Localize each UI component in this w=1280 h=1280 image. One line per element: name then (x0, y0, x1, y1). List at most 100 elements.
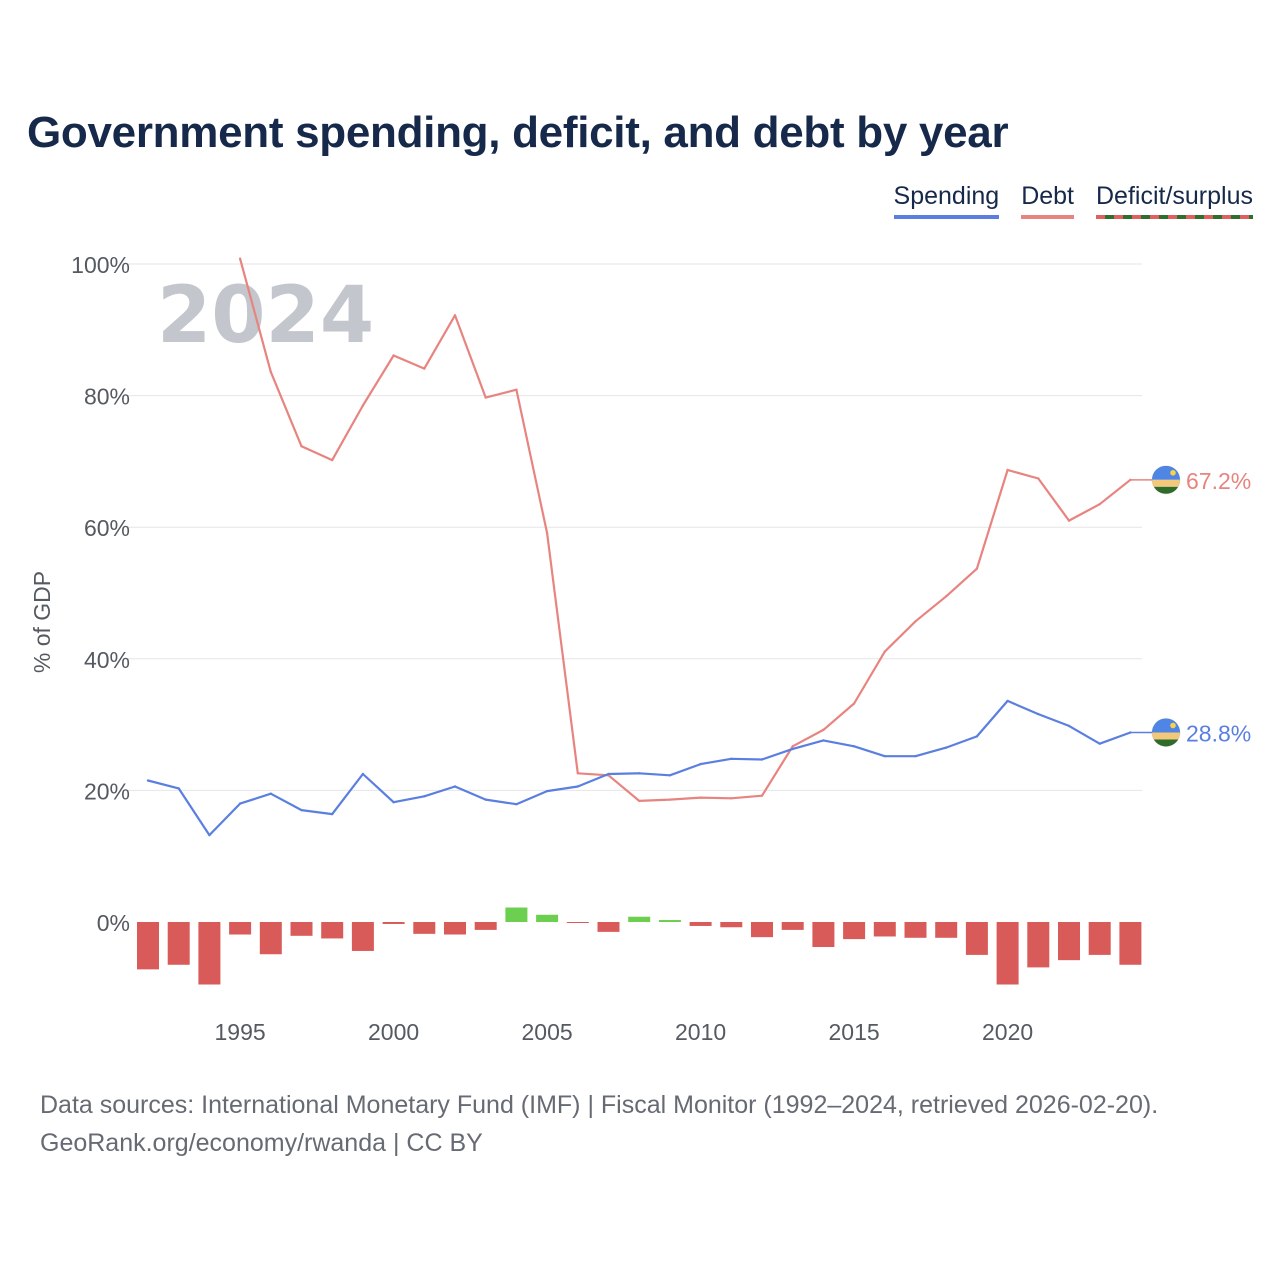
debt-line-point[interactable] (852, 702, 856, 705)
spending-line-point[interactable] (484, 798, 487, 801)
spending-line[interactable] (147, 699, 1131, 837)
deficit-bar[interactable] (751, 922, 773, 938)
debt-line-point[interactable] (945, 595, 948, 598)
spending-line-point[interactable] (177, 787, 180, 790)
debt-line-point[interactable] (392, 354, 395, 357)
deficit-bar[interactable] (720, 922, 743, 928)
x-tick-label: 2000 (368, 1019, 419, 1045)
spending-line-point[interactable] (852, 745, 856, 748)
deficit-bar[interactable] (904, 922, 927, 938)
debt-line-point[interactable] (760, 794, 764, 797)
debt-line-point[interactable] (453, 314, 457, 317)
deficit-bar[interactable] (536, 914, 559, 922)
deficit-bar[interactable] (843, 922, 866, 940)
debt-line-point[interactable] (576, 772, 579, 775)
spending-line-point[interactable] (883, 754, 886, 758)
spending-line-point[interactable] (791, 747, 794, 751)
deficit-bar[interactable] (351, 922, 374, 951)
deficit-bar[interactable] (413, 922, 436, 934)
debt-line-point[interactable] (238, 257, 242, 260)
debt-line-point[interactable] (300, 445, 303, 448)
debt-line-point[interactable] (423, 367, 426, 370)
debt-line-point[interactable] (975, 567, 979, 570)
spending-line-point[interactable] (1006, 699, 1009, 703)
debt-line-point[interactable] (1006, 468, 1009, 472)
spending-line-point[interactable] (638, 772, 641, 775)
spending-line-point[interactable] (1037, 712, 1040, 716)
legend-item-deficit[interactable]: Deficit/surplus (1096, 182, 1253, 219)
deficit-bar[interactable] (812, 922, 835, 948)
deficit-bar[interactable] (137, 922, 159, 970)
spending-line-point[interactable] (331, 812, 334, 816)
spending-line-point[interactable] (668, 774, 672, 777)
debt-line-point[interactable] (730, 797, 733, 800)
deficit-bar[interactable] (873, 922, 896, 937)
deficit-bar[interactable] (444, 922, 466, 935)
spending-line-point[interactable] (730, 757, 733, 761)
debt-line-point[interactable] (822, 728, 825, 732)
deficit-bar[interactable] (290, 922, 313, 936)
spending-line-point[interactable] (1098, 742, 1101, 745)
spending-line-point[interactable] (361, 772, 365, 776)
deficit-bar[interactable] (321, 922, 344, 939)
deficit-bar[interactable] (566, 922, 589, 923)
spending-line-point[interactable] (300, 808, 303, 812)
debt-line-point[interactable] (361, 404, 365, 407)
deficit-bar[interactable] (996, 922, 1019, 985)
spending-line-point[interactable] (269, 792, 272, 795)
spending-line-point[interactable] (208, 833, 211, 837)
legend-item-debt[interactable]: Debt (1021, 182, 1074, 219)
spending-line-point[interactable] (607, 772, 610, 776)
deficit-bar[interactable] (229, 922, 252, 935)
deficit-bar[interactable] (781, 922, 804, 930)
deficit-bar[interactable] (1088, 922, 1111, 955)
spending-line-point[interactable] (576, 785, 579, 788)
debt-line-point[interactable] (331, 458, 334, 462)
spending-line-point[interactable] (453, 785, 457, 788)
source-link[interactable]: GeoRank.org/economy/rwanda | CC BY (40, 1129, 483, 1157)
deficit-bar[interactable] (597, 922, 620, 932)
debt-line-point[interactable] (269, 370, 272, 374)
debt-line-point[interactable] (914, 620, 917, 623)
deficit-bar[interactable] (198, 922, 221, 985)
spending-line-point[interactable] (822, 739, 825, 742)
deficit-bar[interactable] (1058, 922, 1080, 961)
deficit-bar[interactable] (259, 922, 282, 955)
deficit-bar[interactable] (167, 922, 190, 965)
spending-line-point[interactable] (423, 795, 426, 798)
deficit-bar[interactable] (658, 920, 681, 922)
deficit-bar[interactable] (474, 922, 497, 930)
spending-line-point[interactable] (945, 746, 948, 749)
deficit-bar[interactable] (505, 907, 528, 922)
debt-line-point[interactable] (699, 796, 702, 799)
deficit-bar[interactable] (689, 922, 712, 926)
spending-line-point[interactable] (914, 754, 917, 758)
debt-line-point[interactable] (1037, 477, 1040, 480)
debt-line-point[interactable] (1098, 502, 1101, 506)
debt-line-point[interactable] (484, 396, 487, 399)
spending-line-point[interactable] (545, 789, 549, 793)
legend-item-spending[interactable]: Spending (893, 182, 1000, 219)
deficit-bar[interactable] (935, 922, 958, 938)
debt-line-point[interactable] (668, 798, 672, 801)
deficit-bar[interactable] (1119, 922, 1142, 965)
deficit-bar[interactable] (382, 922, 405, 924)
spending-line-point[interactable] (760, 758, 764, 761)
deficit-bar[interactable] (1027, 922, 1050, 968)
spending-line-point[interactable] (975, 735, 979, 738)
spending-line-point[interactable] (392, 801, 395, 804)
spending-line-point[interactable] (146, 779, 150, 782)
deficit-bar[interactable] (628, 916, 651, 922)
spending-line-point[interactable] (1067, 724, 1071, 728)
debt-line-point[interactable] (545, 531, 549, 535)
debt-line-point[interactable] (1067, 519, 1071, 522)
spending-line-point[interactable] (699, 762, 702, 766)
spending-line-point[interactable] (238, 802, 242, 805)
debt-line-point[interactable] (883, 650, 886, 653)
spending-line-point[interactable] (515, 803, 518, 806)
debt-line-point[interactable] (638, 799, 641, 803)
deficit-bar[interactable] (965, 922, 988, 955)
debt-line-point[interactable] (515, 388, 518, 391)
debt-line[interactable] (239, 258, 1132, 803)
debt-line-point[interactable] (791, 745, 794, 748)
